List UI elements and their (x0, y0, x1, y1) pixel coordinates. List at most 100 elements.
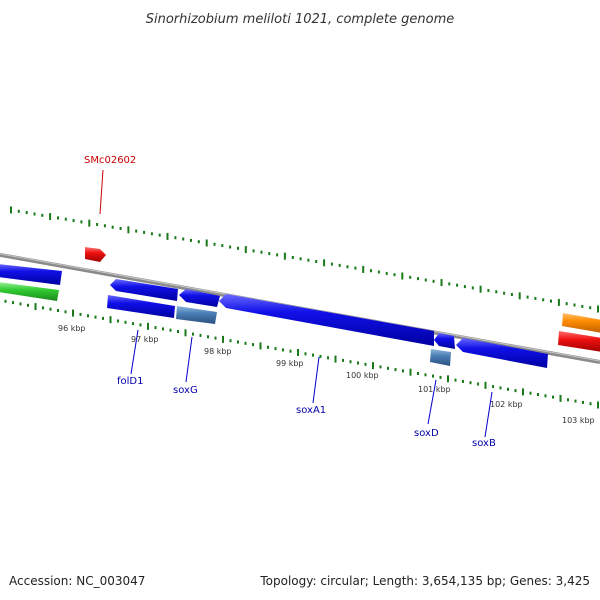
scale-tick (199, 333, 202, 337)
scale-tick (139, 323, 142, 327)
outer-ring-dot (268, 252, 271, 256)
scale-tick (537, 393, 539, 396)
scale-tick (394, 368, 397, 372)
outer-ring-dot (323, 259, 326, 267)
outer-ring-dot (479, 285, 482, 293)
scale-tick (132, 322, 134, 326)
outer-ring-dot (41, 213, 44, 217)
scale-label-102kbp: 102 kbp (490, 400, 523, 409)
scale-tick (552, 395, 554, 399)
gene-forward-left-green-feature[interactable] (0, 282, 59, 301)
outer-ring-dot (96, 223, 99, 226)
outer-ring-dot (315, 260, 318, 263)
outer-ring-dot (471, 286, 474, 290)
outer-ring-dot (526, 295, 529, 299)
scale-tick (342, 358, 344, 362)
outer-ring-dot (338, 263, 341, 267)
scale-tick (349, 360, 352, 364)
scale-tick (282, 348, 284, 352)
scale-tick (237, 340, 239, 344)
outer-ring-dot (127, 226, 130, 234)
accession-text: Accession: NC_003047 (9, 574, 146, 588)
gene-soxB-feature[interactable] (456, 338, 548, 368)
gene-SMc02602-feature[interactable] (85, 247, 106, 262)
outer-ring-dot (589, 306, 592, 310)
gene-small-forward-feature[interactable] (434, 333, 455, 349)
scale-tick (304, 352, 307, 356)
scale-tick (469, 381, 472, 385)
scale-tick (162, 327, 164, 331)
outer-ring-dot (534, 296, 537, 300)
outer-ring-dot (135, 229, 138, 233)
soxG-connector (185, 336, 193, 383)
gene-right-red-feature[interactable] (558, 331, 600, 352)
scale-tick (49, 307, 52, 311)
outer-ring-dot (119, 227, 122, 230)
scale-tick (334, 355, 337, 363)
outer-ring-dot (33, 212, 36, 216)
outer-ring-dot (150, 232, 153, 236)
scale-tick (574, 399, 577, 403)
outer-ring-dot (377, 270, 380, 274)
gene-label-soxB[interactable]: soxB (472, 438, 496, 449)
scale-tick (214, 336, 217, 340)
gene-folD1-feature[interactable] (107, 295, 175, 318)
outer-ring-dot (72, 219, 75, 223)
outer-ring-dot (182, 237, 185, 241)
outer-ring-dot (463, 285, 466, 289)
outer-ring-dot (252, 249, 255, 253)
soxD-connector (427, 379, 437, 425)
outer-ring-dot (197, 240, 200, 244)
outer-ring-dot (237, 246, 239, 250)
gene-label-soxA1[interactable]: soxA1 (296, 405, 326, 416)
gene-forward-left-feature[interactable] (0, 264, 62, 285)
soxB-connector (484, 391, 493, 438)
scale-tick (462, 379, 464, 383)
gene-label-soxG[interactable]: soxG (173, 385, 198, 396)
gene-label-soxD[interactable]: soxD (414, 428, 439, 439)
scale-tick (492, 385, 494, 389)
gene-soxG-feature[interactable] (176, 306, 217, 324)
scale-tick (267, 345, 269, 349)
scale-tick (514, 389, 517, 393)
outer-ring-dot (260, 250, 263, 254)
scale-tick (379, 365, 382, 369)
gene-soxD-feature[interactable] (430, 349, 451, 366)
scale-tick (364, 362, 367, 366)
outer-ring-dot (362, 265, 365, 273)
gene-right-orange-feature[interactable] (562, 313, 600, 333)
outer-ring-dot (456, 283, 459, 287)
scale-label-99kbp: 99 kbp (276, 359, 304, 368)
scale-tick (177, 330, 179, 333)
scale-tick (507, 387, 509, 391)
scale-tick (229, 339, 232, 343)
gene-soxA1-feature[interactable] (219, 294, 434, 346)
scale-tick (259, 342, 262, 350)
outer-ring-dot (299, 257, 302, 261)
gene-label-SMc02602[interactable]: SMc02602 (84, 155, 136, 166)
gene-label-folD1[interactable]: folD1 (117, 376, 143, 387)
outer-ring-dot (17, 209, 20, 213)
outer-ring-dot (432, 279, 435, 283)
gene-folD1-forward-feature[interactable] (110, 279, 178, 301)
scale-tick (289, 349, 292, 353)
outer-ring-dot (440, 279, 443, 287)
outer-ring-dot (448, 282, 451, 286)
outer-ring-dot (417, 277, 419, 281)
scale-tick (72, 309, 74, 317)
outer-ring-dot (487, 289, 490, 292)
outer-ring-dot (346, 265, 349, 269)
topology-text: Topology: circular; Length: 3,654,135 bp… (260, 574, 590, 588)
scale-tick (42, 306, 44, 310)
scale-tick (4, 299, 7, 303)
scale-tick (589, 402, 592, 406)
outer-ring-dot (111, 225, 114, 229)
scale-tick (522, 388, 524, 396)
outer-ring-dot (542, 298, 545, 302)
outer-ring-dot (276, 253, 279, 257)
scale-label-101kbp: 101 kbp (418, 385, 451, 394)
gene-soxG-forward-feature[interactable] (179, 289, 220, 307)
outer-ring-dot (25, 211, 28, 215)
scale-tick (94, 315, 97, 319)
